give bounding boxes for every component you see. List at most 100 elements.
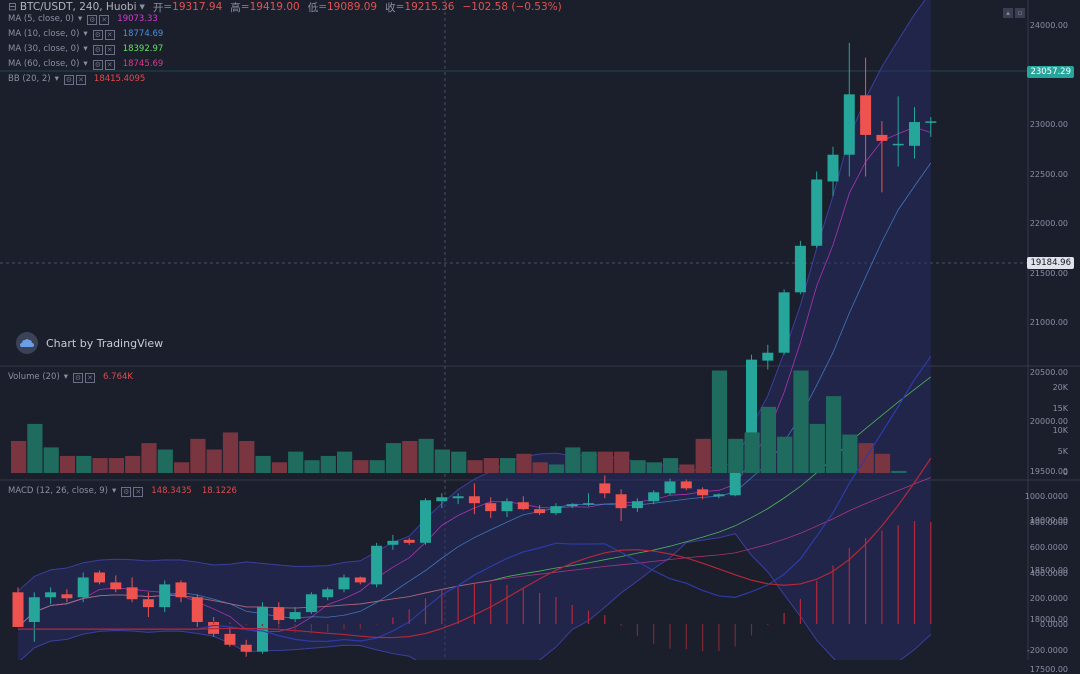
close-icon[interactable]: ✕ bbox=[104, 59, 115, 70]
volume-bar bbox=[777, 436, 793, 473]
settings-icon[interactable]: ⚙ bbox=[92, 29, 103, 40]
candle-body bbox=[631, 501, 643, 509]
candle-body bbox=[94, 572, 105, 583]
indicator-value: 18.1226 bbox=[201, 486, 237, 496]
candle-body bbox=[794, 245, 806, 293]
settings-icon[interactable]: ⚙ bbox=[121, 486, 132, 497]
close-icon[interactable]: ✕ bbox=[104, 29, 115, 40]
candle-body bbox=[648, 492, 660, 502]
volume-legend: Volume (20) ▾ ⚙ ✕ 6.764K bbox=[8, 370, 143, 385]
close-icon[interactable]: ✕ bbox=[99, 14, 110, 25]
volume-bar bbox=[826, 396, 842, 473]
volume-bar bbox=[891, 470, 907, 473]
volume-bar bbox=[304, 460, 320, 473]
candle-body bbox=[257, 607, 268, 652]
dropdown-icon[interactable]: ▾ bbox=[63, 372, 69, 382]
indicator-label: MA (5, close, 0) bbox=[8, 14, 74, 24]
volume-bar bbox=[630, 460, 646, 473]
candle-body bbox=[354, 577, 366, 583]
collapse-icon[interactable]: ⊟ bbox=[8, 1, 17, 13]
candle-body bbox=[583, 503, 594, 505]
open-label: 开 bbox=[152, 1, 164, 14]
axis-tick-label: 18000.00 bbox=[1029, 615, 1068, 624]
indicator-label: Volume (20) bbox=[8, 372, 60, 382]
volume-bar bbox=[108, 458, 124, 473]
volume-bar bbox=[92, 458, 108, 473]
axis-tick-label: 5K bbox=[1057, 446, 1068, 456]
candle-body bbox=[534, 509, 546, 514]
volume-bar bbox=[565, 447, 581, 473]
settings-icon[interactable]: ⚙ bbox=[87, 14, 98, 25]
dropdown-icon[interactable]: ▾ bbox=[83, 44, 88, 54]
low-label: 低 bbox=[307, 1, 319, 14]
candle-body bbox=[61, 594, 73, 599]
candle-body bbox=[697, 489, 709, 496]
volume-bar bbox=[760, 406, 776, 473]
volume-bar bbox=[11, 440, 27, 473]
volume-bar bbox=[271, 462, 287, 473]
symbol-dropdown-icon[interactable]: ▼ bbox=[139, 3, 145, 11]
close-icon[interactable]: ✕ bbox=[133, 486, 144, 497]
candle-body bbox=[338, 577, 350, 590]
indicator-ma30[interactable]: MA (30, close, 0) ▾ ⚙ ✕ 18392.97 bbox=[8, 42, 173, 57]
settings-icon[interactable]: ⚙ bbox=[63, 74, 74, 85]
axis-tick-label: 0.0000 bbox=[1040, 620, 1068, 629]
indicator-value: 18774.69 bbox=[122, 29, 164, 39]
volume-bar bbox=[532, 462, 548, 473]
candle-body bbox=[566, 504, 578, 507]
candle-body bbox=[452, 496, 464, 499]
indicator-ma60[interactable]: MA (60, close, 0) ▾ ⚙ ✕ 18745.69 bbox=[8, 57, 173, 72]
volume-bar bbox=[597, 451, 613, 473]
tradingview-watermark[interactable]: Chart by TradingView bbox=[16, 332, 163, 354]
indicator-ma5[interactable]: MA (5, close, 0) ▾ ⚙ ✕ 19073.33 bbox=[8, 12, 173, 27]
bollinger-upper bbox=[17, 0, 926, 592]
watermark-text: Chart by TradingView bbox=[46, 336, 164, 350]
volume-bar bbox=[842, 434, 858, 473]
macd-indicator[interactable]: MACD (12, 26, close, 9) ▾ ⚙ ✕ 148.3435 18.… bbox=[8, 484, 247, 499]
dropdown-icon[interactable]: ▾ bbox=[83, 29, 88, 39]
axis-tick-label: 20K bbox=[1052, 383, 1068, 392]
axis-tick-label: 200.0000 bbox=[1029, 594, 1068, 604]
close-icon[interactable]: ✕ bbox=[104, 44, 115, 55]
volume-bar bbox=[663, 458, 679, 473]
settings-icon[interactable]: ⚙ bbox=[73, 372, 84, 383]
candle-body bbox=[615, 494, 627, 509]
settings-icon[interactable]: ⚙ bbox=[92, 59, 103, 70]
axis-tick-label: 20500.00 bbox=[1029, 367, 1068, 377]
volume-bar bbox=[548, 464, 565, 473]
dropdown-icon[interactable]: ▾ bbox=[111, 486, 117, 496]
candle-body bbox=[811, 179, 823, 246]
axis-tick-label: -200.0000 bbox=[1026, 645, 1068, 655]
candle-body bbox=[126, 587, 138, 600]
candle-body bbox=[387, 540, 399, 545]
indicator-ma10[interactable]: MA (10, close, 0) ▾ ⚙ ✕ 18774.69 bbox=[8, 27, 173, 42]
candle-body bbox=[729, 462, 741, 496]
candle-body bbox=[550, 506, 562, 514]
candle-body bbox=[159, 584, 171, 608]
indicator-bb[interactable]: BB (20, 2) ▾ ⚙ ✕ 18415.4095 bbox=[8, 72, 173, 87]
volume-bar bbox=[206, 449, 222, 473]
dropdown-icon[interactable]: ▾ bbox=[83, 59, 88, 69]
pane-maximize-icon[interactable]: ▫ bbox=[1015, 8, 1025, 18]
volume-bar bbox=[711, 370, 728, 473]
chart-canvas[interactable] bbox=[0, 0, 1080, 660]
axis-tick-label: 20000.00 bbox=[1029, 417, 1068, 426]
volume-bar bbox=[483, 458, 499, 473]
close-icon[interactable]: ✕ bbox=[85, 372, 96, 383]
indicator-value: 148.3435 bbox=[151, 486, 192, 496]
candle-body bbox=[289, 612, 301, 620]
close-icon[interactable]: ✕ bbox=[75, 74, 86, 85]
volume-bar bbox=[402, 440, 418, 473]
candle-body bbox=[713, 494, 725, 497]
settings-icon[interactable]: ⚙ bbox=[92, 44, 103, 55]
axis-tick-label: 1000.0000 bbox=[1024, 492, 1068, 501]
dropdown-icon[interactable]: ▾ bbox=[54, 74, 59, 84]
change-value: −102.58 (−0.53%) bbox=[462, 1, 562, 13]
candle-body bbox=[843, 94, 855, 155]
candle-body bbox=[305, 594, 317, 613]
dropdown-icon[interactable]: ▾ bbox=[78, 14, 83, 24]
pane-up-icon[interactable]: ▴ bbox=[1003, 8, 1013, 18]
symbol-name[interactable]: BTC/USDT, 240, Huobi bbox=[19, 1, 137, 13]
candle-body bbox=[746, 359, 757, 463]
volume-indicator[interactable]: Volume (20) ▾ ⚙ ✕ 6.764K bbox=[8, 370, 143, 385]
